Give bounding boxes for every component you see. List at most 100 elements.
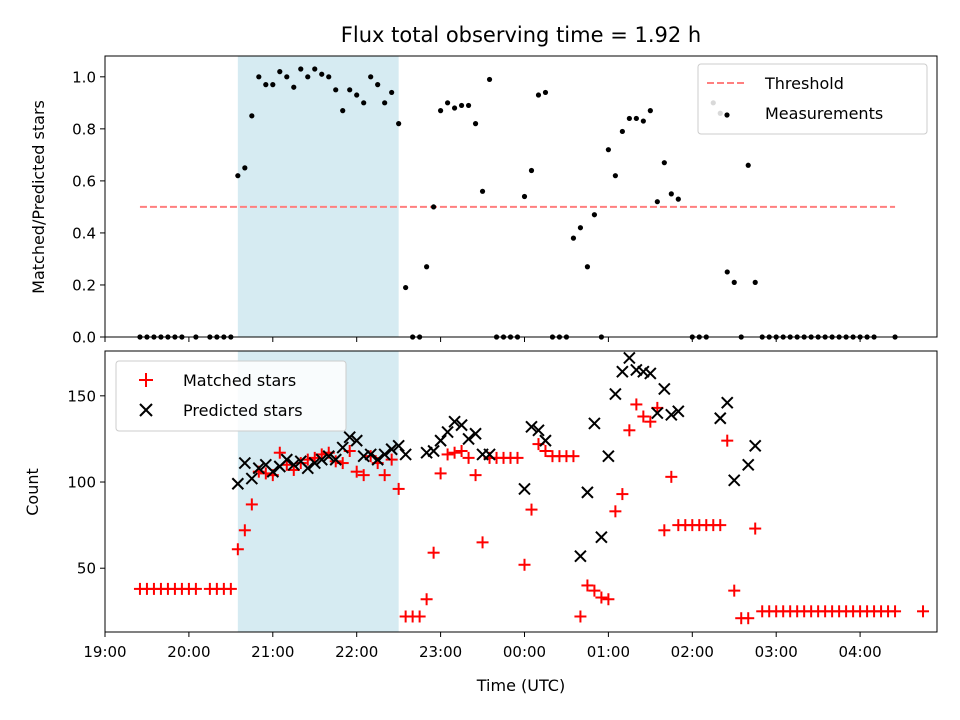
predicted-point [483,448,496,461]
matched-point [518,558,531,571]
ytick-label: 50 [77,560,96,578]
bottom-axes-frame [104,350,938,633]
matched-point [189,582,202,595]
matched-point [357,469,370,482]
matched-point [455,444,468,457]
matched-point [539,444,552,457]
matched-point [392,482,405,495]
matched-point [742,612,755,625]
measurement-point [486,76,493,83]
xtick-label: 23:00 [419,643,462,661]
predicted-point [350,434,363,447]
xtick-label: 02:00 [671,643,714,661]
top-axes-frame [104,55,938,338]
bottom-legend: Matched stars Predicted stars [115,360,347,432]
matched-point [714,519,727,532]
measurements-legend-marker [724,112,730,118]
matched-legend-marker [139,373,153,387]
predicted-point [336,441,349,454]
predicted-point [469,427,482,440]
measurement-point [403,284,409,291]
matched-point [574,610,587,623]
threshold-legend-label: Threshold [764,74,844,93]
matched-point [616,488,629,501]
matched-point [595,591,608,604]
measurement-point [361,100,367,106]
predicted-point [462,432,475,446]
bottom-legend-box [115,360,347,432]
measurement-point [584,264,591,270]
matched-point [721,434,734,447]
matched-point [231,543,244,556]
predicted-point [231,477,245,490]
matched-point [224,582,237,595]
predicted-point [609,387,622,401]
top-panel: 0.0 0.2 0.4 0.6 0.8 1.0 Matched/Predicted sta… [29,55,938,347]
measurement-point [437,108,444,114]
matched-point [434,467,447,480]
measurement-point [263,82,269,88]
matched-point [889,605,902,618]
measurement-point [619,128,625,135]
predicted-point [364,448,377,461]
predicted-point [581,486,594,499]
matched-point [581,579,594,592]
measurement-point [354,92,360,98]
predicted-point [525,420,538,434]
matched-point [238,524,251,537]
predicted-point [329,453,342,466]
bottom-panel: 50 100 150 19:00 20:00 21:00 22:00 23:00 00:00 0… [23,350,938,695]
matched-legend-label: Matched stars [183,371,296,390]
measurement-point [591,212,598,218]
predicted-point [392,439,405,453]
predicted-point [749,439,762,453]
measurement-point [458,102,465,109]
predicted-legend-marker [139,403,153,417]
measurement-point [465,102,472,109]
matched-point [749,522,762,535]
xtick-label: 00:00 [503,643,546,661]
matched-point [623,424,636,437]
measurement-point [291,84,297,90]
measurement-point [661,160,667,166]
predicted-point [644,367,657,380]
measurement-point [542,89,549,96]
xtick-label: 04:00 [838,643,881,661]
measurement-point [284,74,290,80]
matched-point [567,450,580,463]
matched-point [385,453,398,466]
ytick-label: 150 [67,387,96,405]
matched-point [588,584,601,597]
predicted-points [231,351,762,563]
measurement-point [647,108,653,114]
predicted-point [518,482,531,496]
measurement-point [319,71,325,77]
measurement-point [424,264,430,270]
measurement-point [528,167,535,174]
matched-point [525,503,538,516]
measurement-point [333,87,339,93]
matched-point [245,498,258,511]
top-ylabel: Matched/Predicted stars [29,100,48,294]
measurement-point [431,204,437,210]
measurement-point [389,89,395,96]
predicted-legend-label: Predicted stars [183,401,303,420]
predicted-point [665,408,678,421]
top-xticks [104,337,861,342]
matched-point [728,584,741,597]
predicted-point [616,365,629,378]
ytick-label: 0.4 [72,224,96,242]
predicted-point [651,406,664,420]
matched-point [448,446,461,459]
predicted-point [532,424,545,437]
predicted-point [714,412,727,425]
matched-point [329,455,342,468]
measurement-point [612,173,618,179]
ytick-label: 100 [67,474,96,492]
measurement-point [745,162,751,168]
ytick-label: 0.0 [72,329,96,347]
xtick-label: 21:00 [251,643,294,661]
measurement-point [605,147,611,153]
xtick-label: 22:00 [335,643,378,661]
